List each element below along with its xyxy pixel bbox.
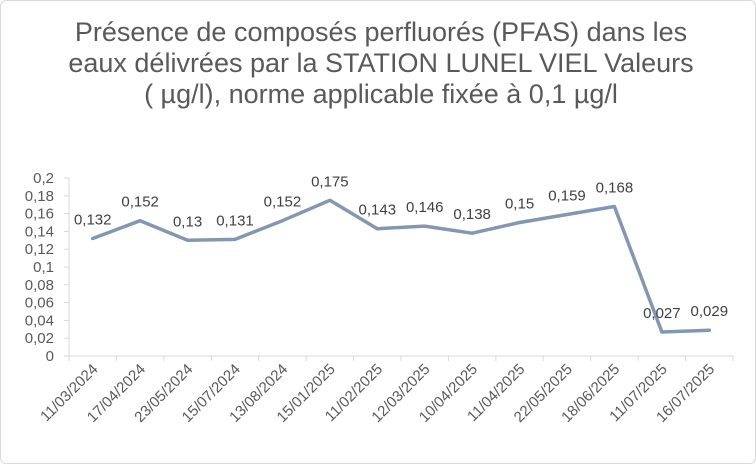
data-label: 0,152 — [121, 194, 159, 211]
data-label: 0,029 — [691, 303, 729, 320]
y-tick-labels: 00,020,040,060,080,10,120,140,160,180,2 — [25, 170, 69, 365]
y-tick-label: 0,08 — [25, 277, 54, 294]
y-tick-label: 0,04 — [25, 312, 54, 329]
y-tick-label: 0,12 — [25, 241, 54, 258]
y-tick-label: 0,02 — [25, 330, 54, 347]
data-label: 0,152 — [264, 194, 302, 211]
axes — [68, 178, 733, 357]
data-label: 0,15 — [505, 196, 534, 213]
chart-title: Présence de composés perfluorés (PFAS) d… — [68, 17, 694, 109]
data-label: 0,168 — [596, 179, 634, 196]
data-labels: 0,132 0,152 0,13 0,131 0,152 0,175 0,143 0,146 0… — [74, 173, 728, 322]
y-tick-label: 0,16 — [25, 206, 54, 223]
y-tick-label: 0,14 — [25, 223, 54, 240]
data-label: 0,175 — [311, 173, 349, 190]
y-tick-label: 0,1 — [33, 259, 54, 276]
y-tick-label: 0,06 — [25, 295, 54, 312]
data-label: 0,132 — [74, 212, 112, 229]
data-label: 0,13 — [173, 213, 202, 230]
y-tick-label: 0,2 — [33, 170, 54, 187]
data-label: 0,146 — [406, 199, 444, 216]
data-label: 0,027 — [643, 305, 681, 322]
series-line — [90, 198, 712, 334]
y-tick-label: 0,18 — [25, 188, 54, 205]
x-tick-labels: 11/03/202417/04/202423/05/202415/07/2024… — [37, 356, 734, 426]
data-label: 0,131 — [216, 212, 254, 229]
data-label: 0,159 — [548, 187, 586, 204]
y-tick-label: 0 — [46, 348, 54, 365]
data-label: 0,143 — [359, 202, 397, 219]
data-label: 0,138 — [453, 206, 491, 223]
